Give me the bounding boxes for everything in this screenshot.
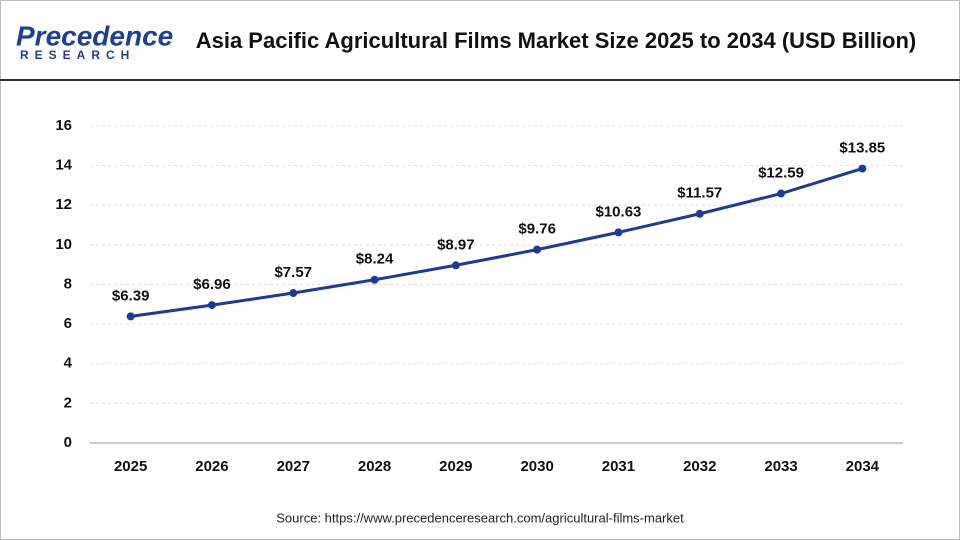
value-label: $12.59 xyxy=(758,165,804,182)
value-label: $7.57 xyxy=(274,264,312,281)
value-label: $10.63 xyxy=(596,203,642,220)
y-tick-label: 8 xyxy=(64,275,72,292)
y-tick-label: 0 xyxy=(64,434,72,451)
point xyxy=(614,228,623,237)
y-tick-label: 12 xyxy=(55,196,72,213)
x-tick-label: 2034 xyxy=(846,458,880,475)
value-label: $6.39 xyxy=(112,287,150,304)
y-tick-label: 6 xyxy=(64,315,72,332)
value-label: $8.24 xyxy=(356,251,394,268)
y-tick-label: 2 xyxy=(64,394,72,411)
x-tick-label: 2032 xyxy=(683,458,716,475)
y-tick-label: 10 xyxy=(55,236,72,253)
point xyxy=(289,289,298,298)
x-tick-label: 2029 xyxy=(439,458,472,475)
point xyxy=(695,209,704,218)
y-tick-label: 16 xyxy=(55,117,72,134)
value-label: $6.96 xyxy=(193,276,231,293)
logo-tagline: RESEARCH xyxy=(20,48,135,62)
value-label: $13.85 xyxy=(839,140,885,157)
x-tick-label: 2033 xyxy=(764,458,797,475)
point xyxy=(858,164,867,173)
point xyxy=(370,275,379,284)
point xyxy=(126,312,135,321)
value-label: $8.97 xyxy=(437,236,475,253)
point xyxy=(451,261,460,270)
point xyxy=(533,245,542,254)
x-tick-label: 2027 xyxy=(277,458,310,475)
y-tick-label: 14 xyxy=(55,157,72,174)
y-tick-label: 4 xyxy=(64,355,73,372)
logo-name: Precedence xyxy=(16,20,173,51)
point xyxy=(777,189,786,198)
x-tick-label: 2031 xyxy=(602,458,635,475)
value-label: $9.76 xyxy=(518,221,556,238)
line xyxy=(130,167,863,318)
point xyxy=(207,301,216,310)
x-tick-label: 2030 xyxy=(520,458,553,475)
value-label: $11.57 xyxy=(677,185,722,202)
x-tick-label: 2028 xyxy=(358,458,391,475)
x-tick-label: 2025 xyxy=(114,458,147,475)
x-tick-label: 2026 xyxy=(195,458,228,475)
chart-title: Asia Pacific Agricultural Films Market S… xyxy=(196,28,917,53)
source: Source: https://www.precedenceresearch.c… xyxy=(276,510,684,525)
